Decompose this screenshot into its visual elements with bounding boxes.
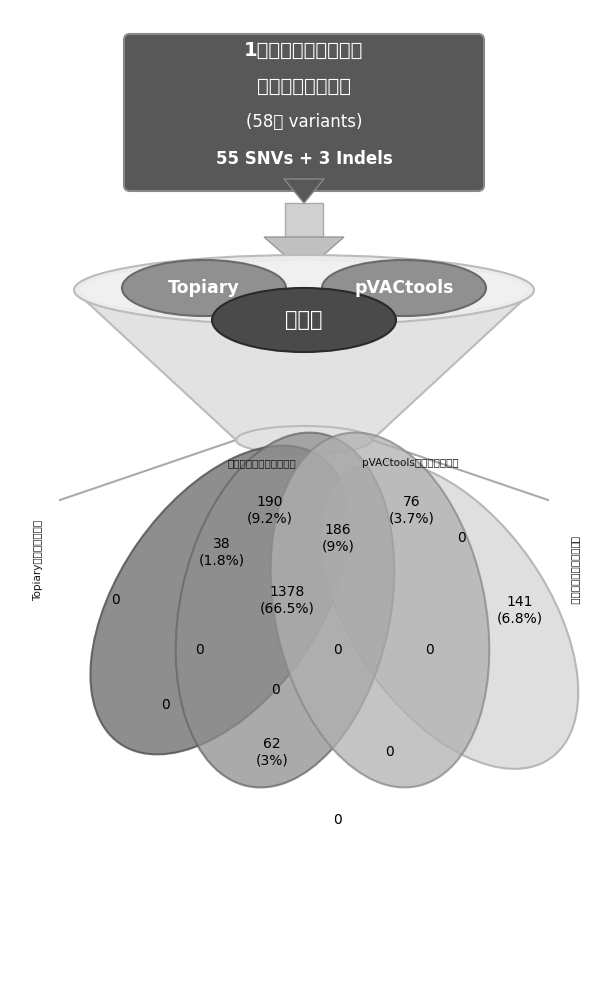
Text: pVACtools生成的新生肽段: pVACtools生成的新生肽段 — [362, 458, 459, 468]
Ellipse shape — [74, 255, 534, 325]
Text: 190
(9.2%): 190 (9.2%) — [247, 495, 293, 525]
Polygon shape — [284, 179, 324, 203]
Ellipse shape — [91, 446, 350, 754]
Text: 55 SNVs + 3 Indels: 55 SNVs + 3 Indels — [216, 149, 392, 167]
Ellipse shape — [322, 260, 486, 316]
Ellipse shape — [122, 260, 286, 316]
Text: 0: 0 — [111, 593, 119, 607]
Text: 本发明: 本发明 — [285, 310, 323, 330]
Text: 0: 0 — [334, 643, 342, 657]
Text: 62
(3%): 62 (3%) — [256, 737, 289, 767]
Text: 的体细胞突变结果: 的体细胞突变结果 — [257, 77, 351, 96]
Ellipse shape — [322, 461, 579, 769]
Text: 38
(1.8%): 38 (1.8%) — [199, 537, 245, 567]
Ellipse shape — [80, 261, 528, 319]
Text: 本发明生成的假新生肽段: 本发明生成的假新生肽段 — [570, 536, 580, 604]
Polygon shape — [264, 237, 344, 272]
Text: 1例非小细胞肺癌样本: 1例非小细胞肺癌样本 — [244, 41, 364, 60]
Text: Topiary生成的新生肽段: Topiary生成的新生肽段 — [33, 519, 43, 601]
Ellipse shape — [175, 433, 394, 787]
FancyBboxPatch shape — [124, 34, 484, 191]
Ellipse shape — [212, 288, 396, 352]
Text: 0: 0 — [457, 531, 466, 545]
Text: 141
(6.8%): 141 (6.8%) — [497, 595, 543, 625]
Polygon shape — [285, 203, 323, 237]
Ellipse shape — [270, 433, 489, 787]
Text: 0: 0 — [195, 643, 205, 657]
Text: 0: 0 — [161, 698, 169, 712]
Text: 1378
(66.5%): 1378 (66.5%) — [259, 585, 314, 615]
Text: 186
(9%): 186 (9%) — [322, 523, 354, 553]
Text: (58个 variants): (58个 variants) — [246, 113, 362, 131]
Text: Topiary: Topiary — [168, 279, 240, 297]
Text: 0: 0 — [334, 813, 342, 827]
Text: 76
(3.7%): 76 (3.7%) — [389, 495, 435, 525]
Ellipse shape — [236, 426, 372, 454]
Text: pVACtools: pVACtools — [354, 279, 454, 297]
Text: 0: 0 — [426, 643, 434, 657]
Polygon shape — [74, 290, 534, 440]
Text: 本发明生成的真新生肽段: 本发明生成的真新生肽段 — [228, 458, 297, 468]
Text: 0: 0 — [270, 683, 280, 697]
Text: 0: 0 — [385, 745, 395, 759]
